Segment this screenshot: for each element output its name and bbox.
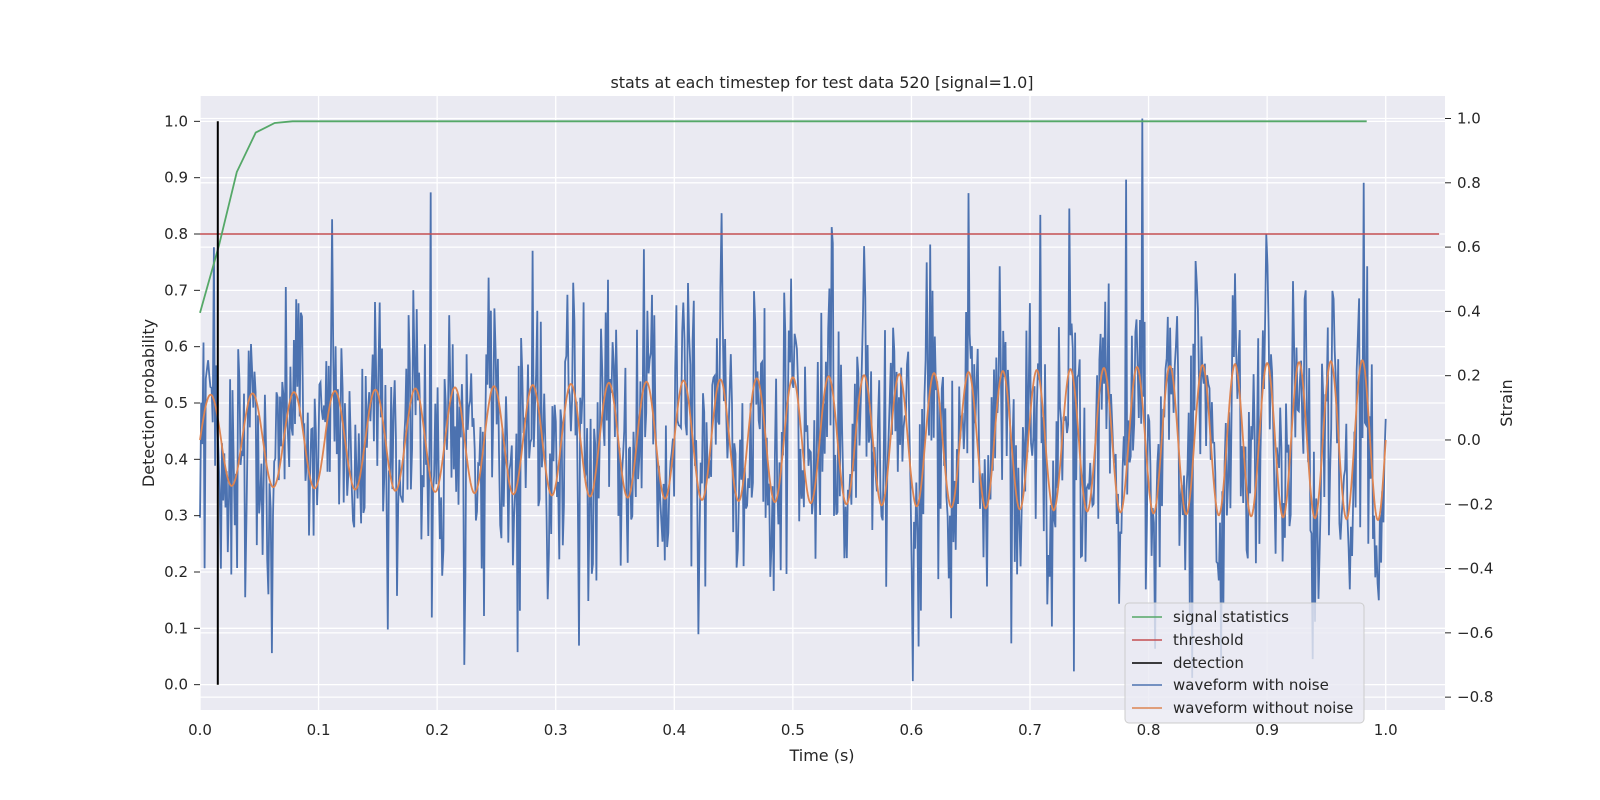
y-tick-label-right: 0.0 <box>1457 431 1481 449</box>
x-tick-label: 0.8 <box>1137 721 1161 739</box>
x-tick-label: 0.2 <box>425 721 449 739</box>
y-tick-label-left: 0.8 <box>164 225 188 243</box>
y-axis-right: −0.8 −0.6 −0.4 −0.2 0.0 0.2 0.4 0.6 0.8 1.0 <box>1445 110 1493 706</box>
y-tick-label-right: 0.4 <box>1457 302 1481 320</box>
legend-box <box>1124 602 1365 724</box>
x-tick-label: 0.5 <box>781 721 805 739</box>
y-axis-label-left: Detection probability <box>139 319 158 487</box>
series-waveform-with-noise <box>199 118 1387 682</box>
y-tick-label-right: 0.6 <box>1457 238 1481 256</box>
y-tick-label-right: 1.0 <box>1457 110 1481 128</box>
y-tick-label-right: 0.8 <box>1457 174 1481 192</box>
y-tick-label-left: 0.3 <box>164 507 188 525</box>
x-tick-label: 0.4 <box>662 721 686 739</box>
y-tick-label-left: 0.7 <box>164 281 188 299</box>
x-tick-label: 0.6 <box>899 721 923 739</box>
y-tick-label-right: −0.6 <box>1457 624 1493 642</box>
y-tick-label-right: −0.4 <box>1457 560 1493 578</box>
x-tick-label: 0.9 <box>1255 721 1279 739</box>
y-tick-label-left: 1.0 <box>164 112 188 130</box>
y-tick-label-left: 0.5 <box>164 394 188 412</box>
y-tick-label-left: 0.4 <box>164 450 188 468</box>
series-layer <box>199 118 1440 685</box>
x-tick-label: 0.3 <box>544 721 568 739</box>
series-signal-statistics <box>199 120 1367 314</box>
legend-label-waveform-without-noise: waveform without noise <box>1173 699 1353 717</box>
legend-label-threshold: threshold <box>1173 631 1244 649</box>
x-tick-label: 0.0 <box>188 721 212 739</box>
y-tick-label-left: 0.1 <box>164 619 188 637</box>
legend: signal statistics threshold detection wa… <box>1124 602 1365 724</box>
legend-label-waveform-with-noise: waveform with noise <box>1173 676 1329 694</box>
chart-title: stats at each timestep for test data 520… <box>610 73 1033 92</box>
x-tick-label: 0.1 <box>307 721 331 739</box>
x-tick-label: 1.0 <box>1374 721 1398 739</box>
y-tick-label-left: 0.9 <box>164 169 188 187</box>
y-tick-label-right: −0.2 <box>1457 495 1493 513</box>
y-tick-label-right: 0.2 <box>1457 367 1481 385</box>
y-axis-left: 0.0 0.1 0.2 0.3 0.4 0.5 0.6 0.7 0.8 0.9 1.0 <box>164 112 200 694</box>
x-axis-label: Time (s) <box>788 746 854 765</box>
legend-label-signal-statistics: signal statistics <box>1173 608 1289 626</box>
y-tick-label-right: −0.8 <box>1457 688 1493 706</box>
y-tick-label-left: 0.0 <box>164 676 188 694</box>
y-tick-label-left: 0.2 <box>164 563 188 581</box>
series-waveform-without-noise <box>199 359 1387 522</box>
y-tick-label-left: 0.6 <box>164 338 188 356</box>
x-axis: 0.0 0.1 0.2 0.3 0.4 0.5 0.6 0.7 0.8 0.9 1.0 <box>188 721 1398 739</box>
x-tick-label: 0.7 <box>1018 721 1042 739</box>
legend-label-detection: detection <box>1173 654 1244 672</box>
y-axis-label-right: Strain <box>1497 379 1516 426</box>
